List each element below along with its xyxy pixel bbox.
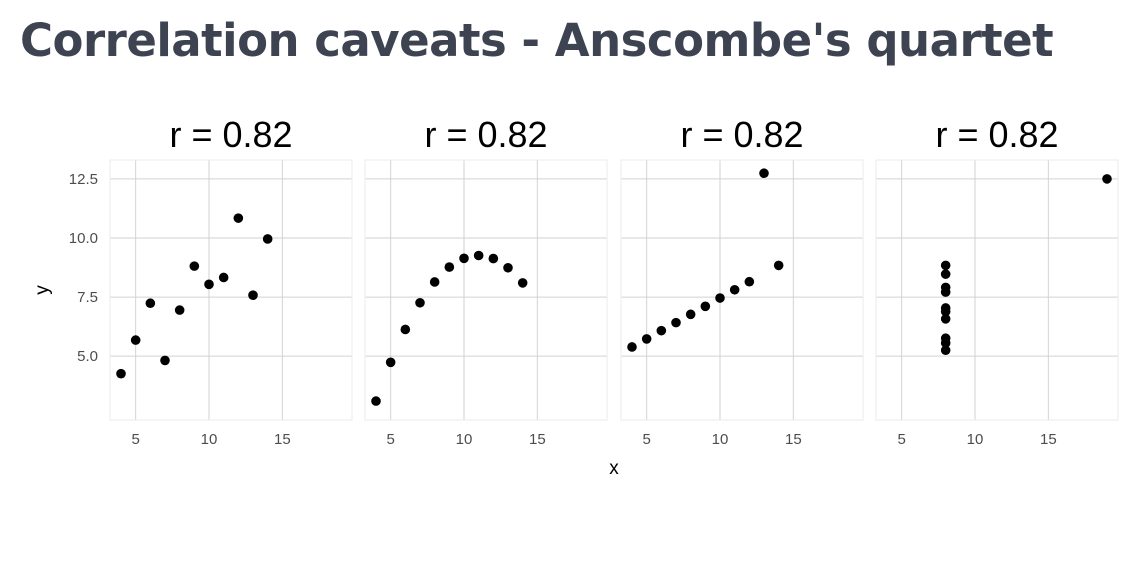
panel-frame <box>364 159 608 421</box>
data-point <box>444 262 455 272</box>
page-title: Correlation caveats - Anscombe's quartet <box>20 14 1054 67</box>
data-point <box>429 277 440 287</box>
x-tick-label: 5 <box>642 431 650 448</box>
data-point <box>940 269 951 279</box>
y-axis-label: y <box>32 285 53 295</box>
data-point <box>759 168 769 179</box>
x-tick-label: 15 <box>785 431 802 448</box>
panel-frame <box>620 159 864 421</box>
data-point <box>371 396 381 406</box>
data-point <box>248 290 258 301</box>
data-point <box>685 309 696 320</box>
x-tick-label: 10 <box>712 431 729 448</box>
x-tick-label: 15 <box>274 431 291 448</box>
data-point <box>729 284 740 295</box>
panel-title: r = 0.82 <box>169 114 292 155</box>
data-point <box>1102 174 1112 184</box>
data-point <box>700 301 711 312</box>
x-tick-label: 5 <box>897 431 905 448</box>
y-tick-label: 10.0 <box>69 230 98 247</box>
data-point <box>160 355 170 366</box>
data-point <box>233 213 244 223</box>
panel-title: r = 0.82 <box>680 114 803 155</box>
data-point <box>940 282 951 293</box>
data-point <box>473 250 484 261</box>
x-tick-label: 10 <box>967 431 984 448</box>
data-point <box>130 335 141 345</box>
data-point <box>503 262 513 273</box>
data-point <box>218 272 229 283</box>
data-point <box>744 276 755 287</box>
data-point <box>715 293 725 303</box>
data-point <box>940 314 951 324</box>
data-point <box>262 234 273 244</box>
x-tick-label: 5 <box>386 431 394 448</box>
data-point <box>671 317 681 328</box>
data-point <box>940 260 951 271</box>
data-point <box>116 368 126 379</box>
data-point <box>773 260 784 271</box>
data-point <box>627 342 637 352</box>
data-point <box>189 261 200 271</box>
data-point <box>656 325 667 336</box>
x-tick-label: 10 <box>201 431 218 448</box>
data-point <box>174 305 185 315</box>
x-tick-label: 15 <box>529 431 546 448</box>
y-tick-label: 12.5 <box>69 171 98 188</box>
data-point <box>517 278 528 288</box>
data-point <box>204 279 214 290</box>
panel-frame <box>109 159 353 421</box>
x-tick-label: 15 <box>1040 431 1057 448</box>
data-point <box>415 297 425 308</box>
data-point <box>488 253 499 264</box>
y-tick-label: 5.0 <box>77 348 98 365</box>
x-tick-label: 10 <box>456 431 473 448</box>
panel-title: r = 0.82 <box>935 114 1058 155</box>
data-point <box>385 357 396 368</box>
panel-title: r = 0.82 <box>424 114 547 155</box>
data-point <box>400 324 411 335</box>
data-point <box>940 345 951 356</box>
data-point <box>940 306 951 317</box>
data-point <box>940 338 951 348</box>
y-tick-label: 7.5 <box>77 289 98 306</box>
x-axis-label: x <box>609 458 619 479</box>
panel-frame <box>875 159 1119 421</box>
data-point <box>459 253 469 264</box>
x-tick-label: 5 <box>131 431 139 448</box>
data-point <box>641 334 652 344</box>
data-point <box>145 298 156 309</box>
